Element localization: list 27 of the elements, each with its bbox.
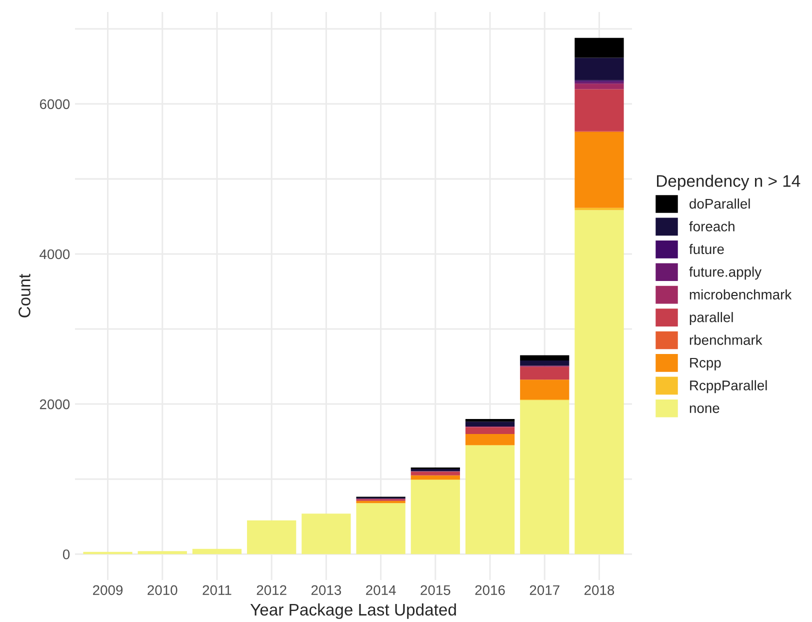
x-tick-label: 2010 [148, 585, 178, 596]
legend-label: none [690, 405, 720, 414]
legend-label: microbenchmark [690, 289, 792, 300]
legend-label: rbenchmark [690, 334, 762, 345]
x-tick-label: 2011 [202, 585, 232, 596]
y-axis-title: Count [18, 274, 30, 318]
legend-label: Rcpp [690, 358, 721, 370]
y-tick-label: 2000 [40, 399, 70, 410]
legend-label: parallel [690, 312, 733, 325]
x-tick-label: 2017 [530, 585, 560, 596]
x-tick-label: 2018 [584, 585, 614, 596]
legend-title: Dependency n > 14 [657, 174, 800, 190]
x-tick-label: 2015 [420, 585, 450, 596]
y-tick-label: 6000 [40, 99, 70, 110]
legend-label: future [689, 244, 724, 254]
x-axis-title: Year Package Last Updated [250, 603, 456, 619]
x-tick-label: 2016 [475, 585, 505, 596]
y-tick-label: 4000 [40, 249, 70, 260]
x-tick-label: 2012 [256, 585, 286, 596]
legend-label: foreach [689, 221, 734, 232]
legend-label: doParallel [690, 198, 750, 209]
x-tick-label: 2013 [311, 585, 342, 596]
legend-label: RcppParallel [690, 380, 767, 394]
y-tick-label: 0 [62, 549, 70, 560]
legend-label: future.apply [689, 266, 762, 280]
x-tick-label: 2009 [93, 585, 123, 596]
x-tick-label: 2014 [366, 585, 396, 596]
